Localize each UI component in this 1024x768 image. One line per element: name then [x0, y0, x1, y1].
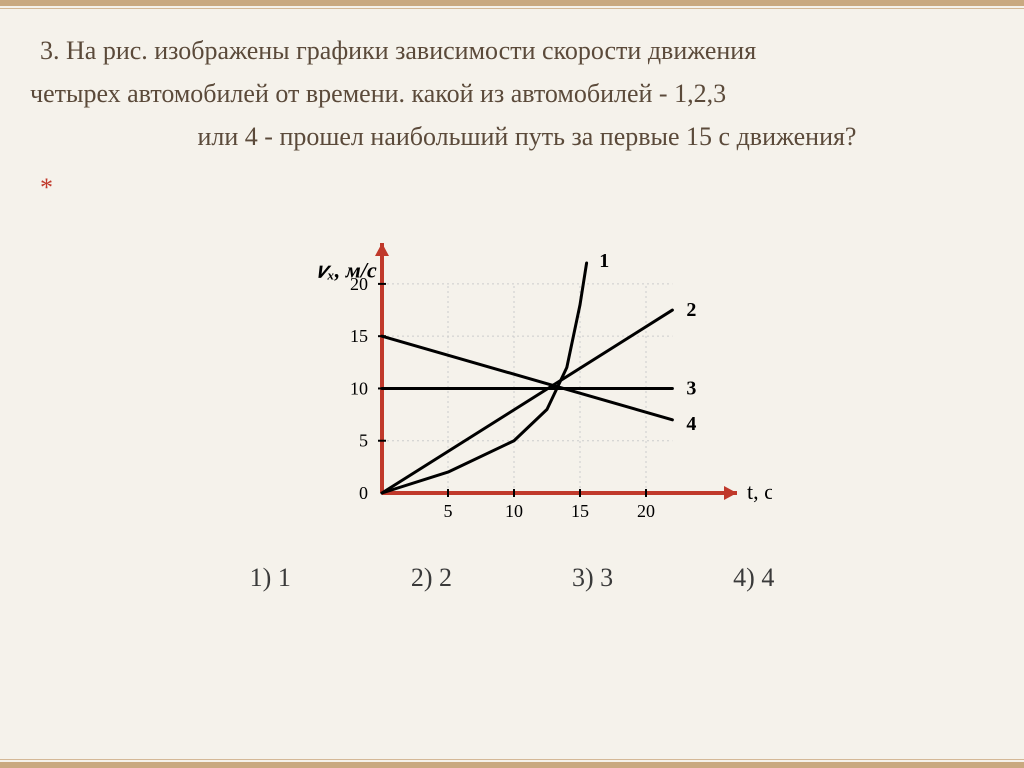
answer-option-4: 4) 4	[733, 563, 774, 593]
velocity-time-chart: 510152051015200𝑣ₓ, м/сt, с1234	[252, 223, 772, 533]
svg-text:t, с: t, с	[747, 479, 772, 504]
decorative-border-top	[0, 0, 1024, 6]
question-line-2: четырех автомобилей от времени. какой из…	[30, 73, 984, 116]
chart-svg: 510152051015200𝑣ₓ, м/сt, с1234	[252, 223, 772, 533]
svg-text:5: 5	[359, 430, 368, 450]
svg-text:1: 1	[599, 250, 609, 272]
answer-options: 1) 1 2) 2 3) 3 4) 4	[0, 563, 1024, 593]
question-line-3: или 4 - прошел наибольший путь за первые…	[70, 116, 984, 159]
question-line-1: 3. На рис. изображены графики зависимост…	[40, 30, 984, 73]
svg-text:4: 4	[686, 412, 696, 434]
decorative-border-bottom	[0, 762, 1024, 768]
svg-text:5: 5	[444, 501, 453, 521]
svg-text:2: 2	[686, 299, 696, 321]
svg-text:10: 10	[350, 378, 368, 398]
svg-text:0: 0	[359, 483, 368, 503]
answer-option-1: 1) 1	[250, 563, 291, 593]
svg-text:𝑣ₓ, м/с: 𝑣ₓ, м/с	[317, 257, 377, 282]
svg-text:15: 15	[571, 501, 589, 521]
svg-text:20: 20	[637, 501, 655, 521]
answer-option-3: 3) 3	[572, 563, 613, 593]
svg-text:10: 10	[505, 501, 523, 521]
answer-option-2: 2) 2	[411, 563, 452, 593]
required-asterisk: *	[0, 173, 1024, 203]
svg-text:3: 3	[686, 377, 696, 399]
question-text: 3. На рис. изображены графики зависимост…	[0, 0, 1024, 169]
svg-text:15: 15	[350, 326, 368, 346]
